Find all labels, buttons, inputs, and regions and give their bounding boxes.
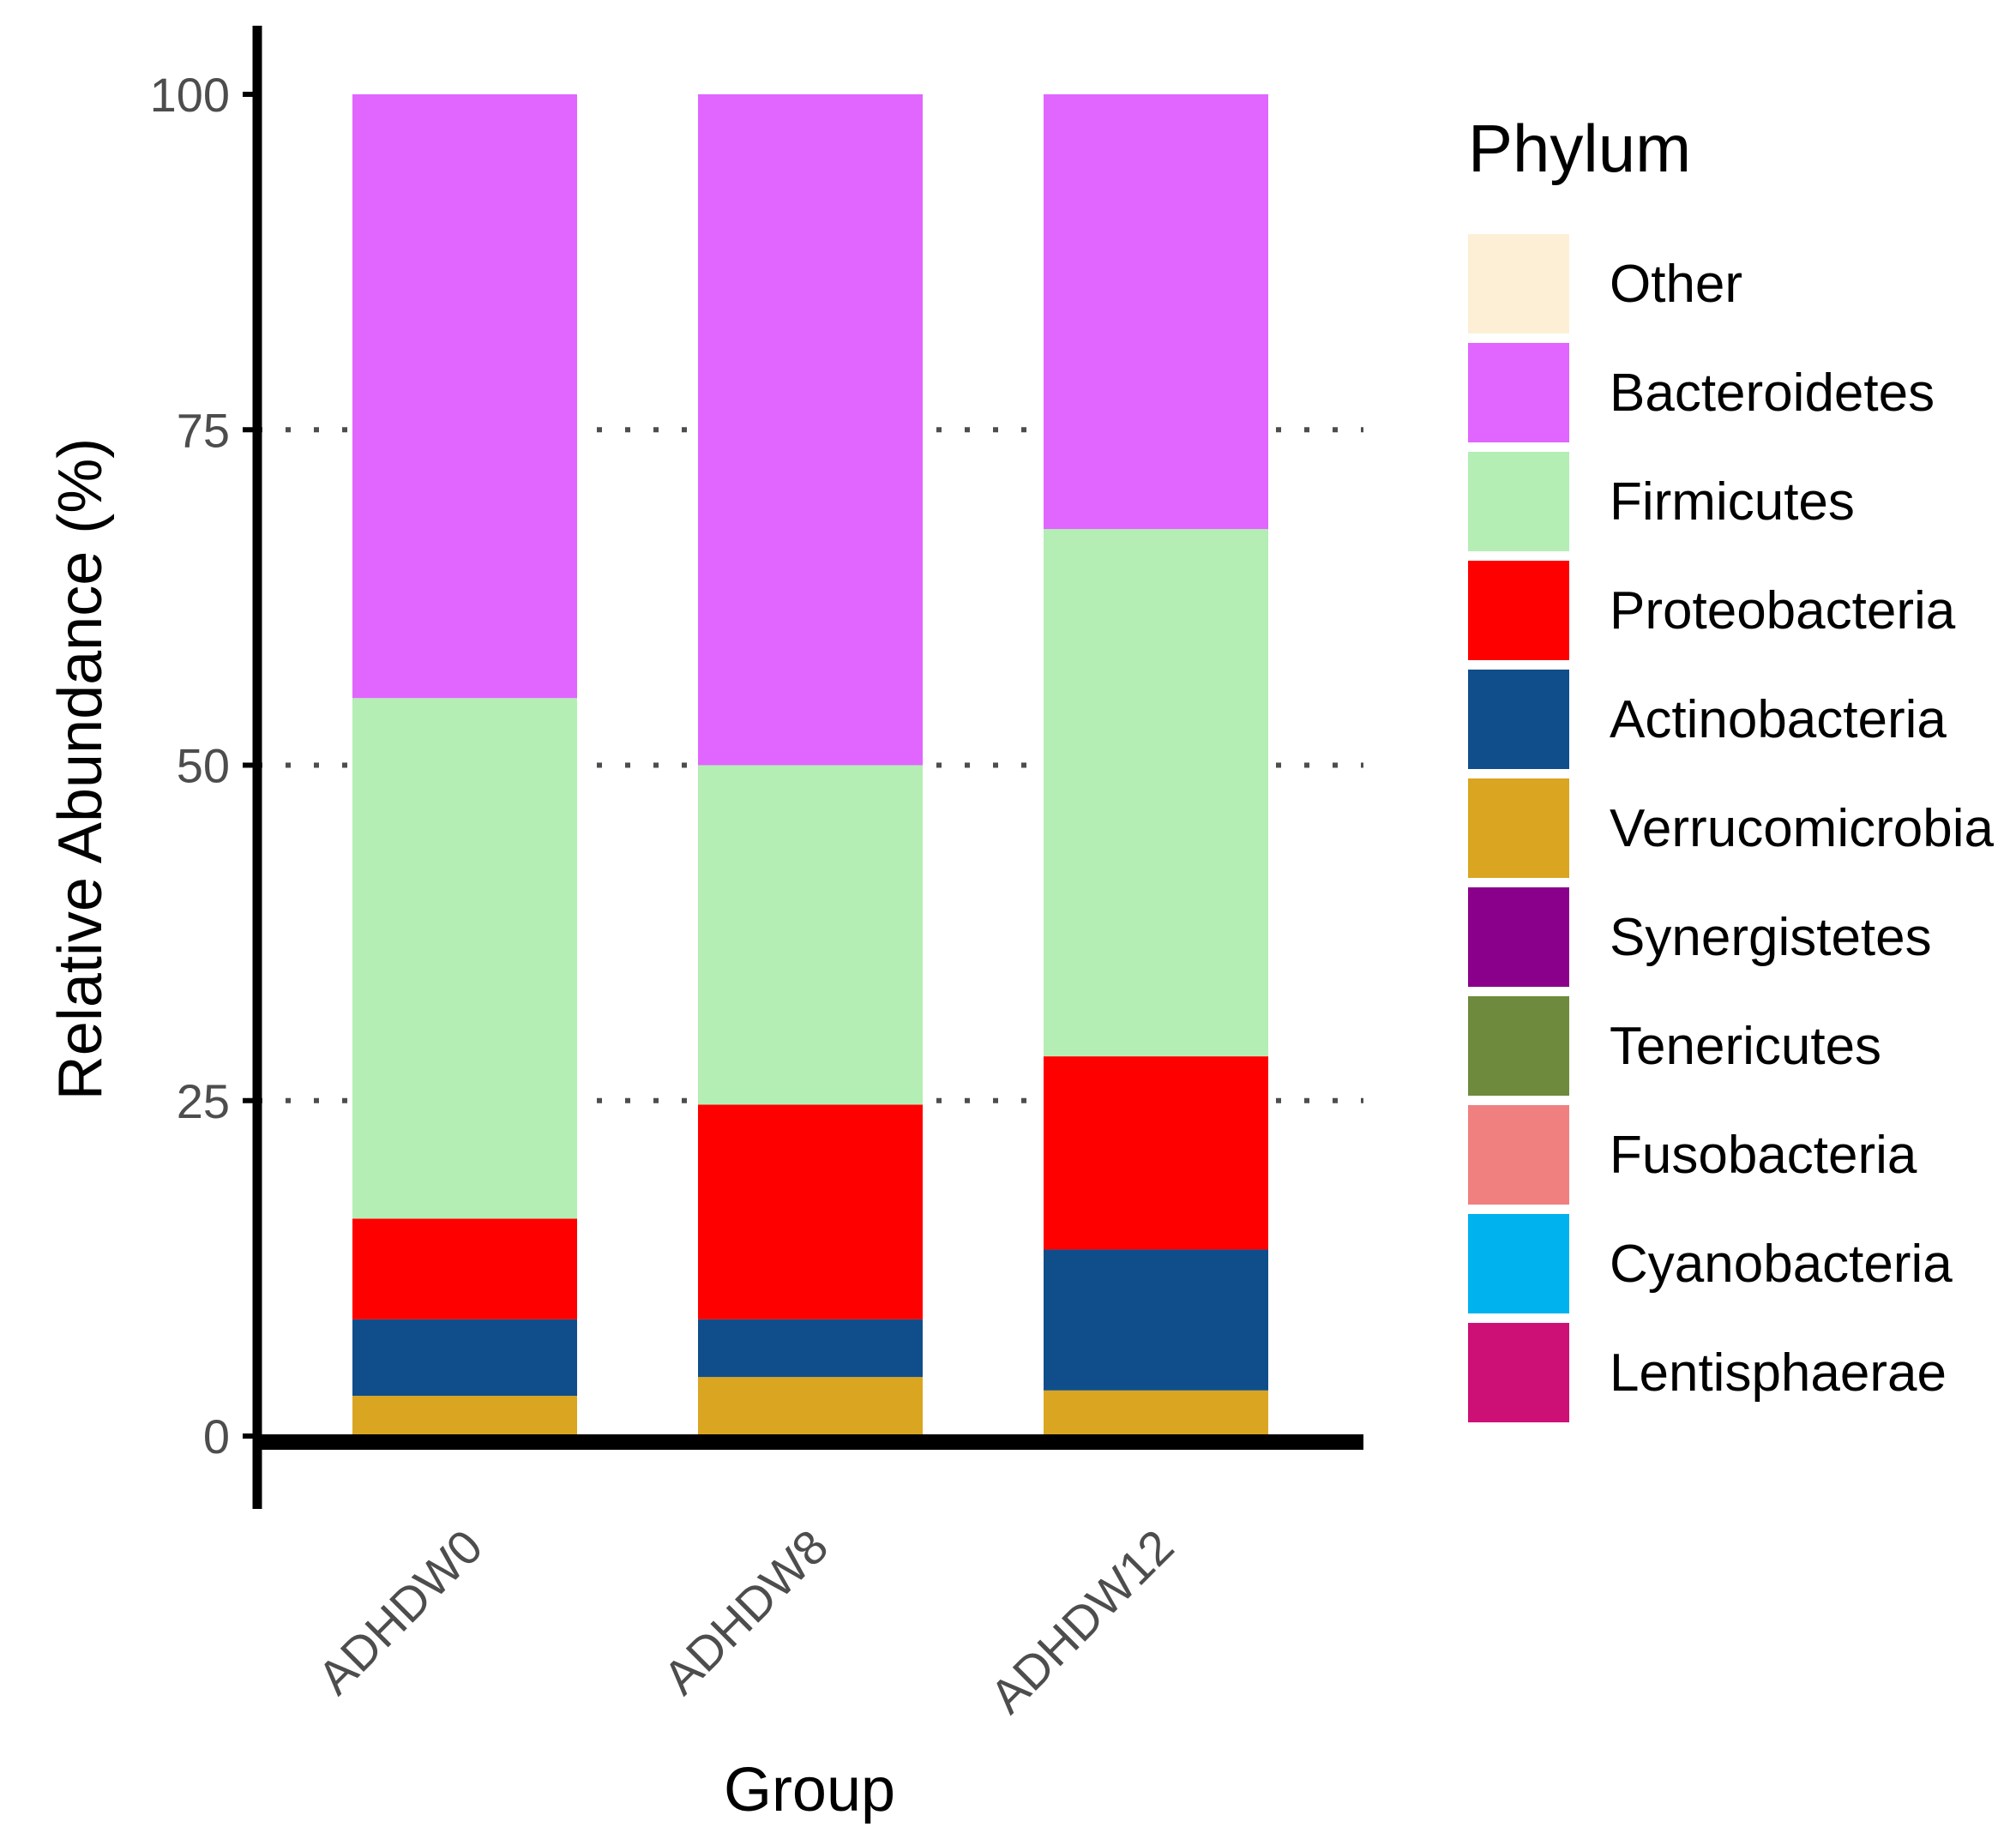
legend-label: Proteobacteria [1610, 581, 1956, 640]
legend-key-verrucomicrobia [1468, 778, 1569, 878]
legend-label: Synergistetes [1610, 908, 1932, 967]
bars [352, 94, 1268, 1436]
bar-segment-bacteroidetes-adhdw0 [352, 94, 577, 699]
x-tick-label: ADHDW8 [653, 1519, 838, 1704]
legend-label: Lentisphaerae [1610, 1343, 1947, 1403]
legend-label: Cyanobacteria [1610, 1235, 1953, 1294]
legend-key-other [1468, 234, 1569, 334]
y-tick-label: 0 [203, 1409, 230, 1463]
legend-key-bacteroidetes [1468, 343, 1569, 442]
legend-label: Bacteroidetes [1610, 364, 1935, 423]
bar-segment-actinobacteria-adhdw8 [698, 1319, 923, 1378]
x-axis-title: Group [724, 1756, 895, 1824]
legend-key-fusobacteria [1468, 1105, 1569, 1205]
bar-segment-firmicutes-adhdw8 [698, 765, 923, 1105]
x-ticks: ADHDW0 ADHDW8 ADHDW12 [307, 1519, 1183, 1723]
legend-key-proteobacteria [1468, 561, 1569, 660]
legend-title: Phylum [1468, 111, 1691, 186]
bar-segment-firmicutes-adhdw12 [1044, 529, 1268, 1057]
legend-key-cyanobacteria [1468, 1214, 1569, 1313]
x-tick-label: ADHDW12 [979, 1519, 1183, 1723]
bar-segment-proteobacteria-adhdw12 [1044, 1056, 1268, 1250]
bar-segment-actinobacteria-adhdw0 [352, 1319, 577, 1397]
legend-key-firmicutes [1468, 452, 1569, 551]
y-tick-label: 25 [177, 1074, 230, 1128]
bar-segment-verrucomicrobia-adhdw12 [1044, 1390, 1268, 1436]
bar-segment-proteobacteria-adhdw8 [698, 1104, 923, 1319]
legend-label: Tenericutes [1610, 1017, 1881, 1076]
legend-label: Actinobacteria [1610, 690, 1947, 749]
bar-segment-verrucomicrobia-adhdw8 [698, 1377, 923, 1436]
bar-segment-firmicutes-adhdw0 [352, 698, 577, 1219]
legend-key-tenericutes [1468, 996, 1569, 1096]
legend-label: Other [1610, 255, 1742, 314]
y-tick-label: 100 [150, 68, 230, 122]
legend-label: Verrucomicrobia [1610, 799, 1994, 858]
y-tick-label: 75 [177, 403, 230, 457]
bar-segment-proteobacteria-adhdw0 [352, 1218, 577, 1319]
legend-key-synergistetes [1468, 887, 1569, 987]
legend-key-lentisphaerae [1468, 1323, 1569, 1422]
bar-segment-verrucomicrobia-adhdw0 [352, 1396, 577, 1436]
y-tick-label: 50 [177, 739, 230, 793]
y-ticks: 0 25 50 75 100 [150, 68, 257, 1463]
bar-segment-bacteroidetes-adhdw8 [698, 94, 923, 766]
legend-key-actinobacteria [1468, 670, 1569, 769]
legend-label: Fusobacteria [1610, 1126, 1917, 1185]
y-axis-title: Relative Abundance (%) [46, 438, 115, 1100]
legend: Phylum Other Bacteroidetes Firmicutes Prote… [1468, 111, 1994, 1422]
x-tick-label: ADHDW0 [307, 1519, 492, 1704]
bar-segment-actinobacteria-adhdw12 [1044, 1249, 1268, 1391]
legend-label: Firmicutes [1610, 472, 1855, 532]
bar-segment-bacteroidetes-adhdw12 [1044, 94, 1268, 530]
